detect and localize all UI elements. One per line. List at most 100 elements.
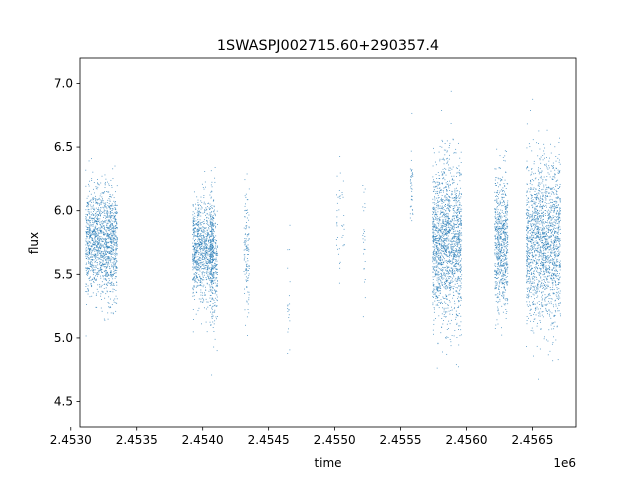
data-point — [91, 249, 93, 251]
data-point — [92, 231, 93, 233]
data-point — [441, 245, 443, 247]
data-point — [100, 256, 102, 258]
data-point — [213, 231, 215, 233]
data-point — [444, 218, 446, 220]
data-point — [97, 234, 99, 236]
data-point — [438, 307, 440, 309]
data-point — [88, 225, 90, 227]
data-point — [192, 229, 194, 231]
data-point — [107, 256, 109, 258]
data-point — [496, 228, 498, 230]
data-point — [199, 275, 201, 277]
data-point — [448, 328, 450, 329]
data-point — [504, 191, 505, 193]
data-point — [502, 265, 504, 267]
data-point — [212, 275, 214, 277]
data-point — [245, 261, 247, 263]
data-point — [439, 242, 440, 244]
data-point — [106, 280, 108, 281]
data-point — [432, 191, 434, 192]
data-point — [498, 253, 500, 255]
data-point — [105, 206, 107, 208]
data-point — [339, 263, 340, 265]
data-point — [437, 204, 439, 206]
data-point — [495, 288, 497, 290]
data-point — [116, 302, 118, 304]
data-point — [203, 222, 205, 224]
data-point — [109, 219, 111, 221]
data-point — [203, 188, 205, 190]
data-point — [111, 275, 113, 277]
data-point — [460, 315, 462, 317]
data-point — [102, 251, 104, 253]
data-point — [207, 262, 209, 264]
data-point — [411, 170, 412, 172]
data-point — [447, 220, 449, 222]
data-point — [446, 217, 448, 219]
data-point — [449, 196, 451, 198]
data-point — [440, 260, 442, 262]
data-point — [210, 215, 212, 217]
data-point — [94, 241, 96, 243]
data-point — [95, 241, 96, 242]
data-point — [100, 264, 102, 266]
data-point — [97, 258, 99, 260]
data-point — [456, 224, 457, 226]
data-point — [439, 235, 441, 237]
data-point — [197, 243, 199, 245]
data-point — [245, 196, 247, 198]
data-point — [209, 245, 211, 247]
data-point — [364, 207, 366, 208]
data-point — [495, 168, 497, 170]
data-point — [202, 279, 204, 281]
data-point — [458, 255, 460, 257]
data-point — [112, 257, 114, 258]
data-point — [210, 197, 212, 199]
data-point — [244, 244, 246, 246]
data-point — [362, 185, 364, 186]
data-point — [99, 261, 101, 263]
data-point — [211, 240, 213, 241]
data-point — [105, 266, 107, 268]
data-point — [499, 155, 501, 157]
data-point — [411, 184, 413, 186]
data-point — [458, 197, 460, 199]
data-point — [457, 214, 459, 216]
data-point — [89, 218, 91, 220]
data-point — [95, 215, 97, 216]
data-point — [215, 257, 217, 259]
data-point — [104, 187, 106, 188]
data-point — [449, 196, 450, 198]
data-point — [498, 258, 499, 259]
data-point — [216, 210, 218, 212]
data-point — [94, 221, 96, 223]
data-point — [440, 243, 442, 245]
data-point — [505, 232, 507, 234]
data-point — [456, 259, 458, 261]
data-point — [203, 226, 204, 228]
data-point — [454, 270, 455, 272]
data-point — [198, 284, 200, 286]
data-point — [87, 195, 89, 197]
data-point — [212, 311, 214, 313]
data-point — [449, 290, 451, 292]
data-point — [201, 201, 203, 203]
data-point — [500, 250, 502, 252]
data-point — [114, 237, 115, 239]
data-point — [88, 220, 90, 221]
data-point — [497, 244, 499, 246]
data-point — [203, 223, 205, 225]
data-point — [209, 279, 211, 281]
data-point — [90, 256, 91, 258]
data-point — [100, 246, 102, 248]
data-point — [453, 266, 455, 267]
data-point — [88, 203, 90, 205]
data-point — [198, 244, 200, 246]
data-point — [210, 273, 212, 275]
data-point — [455, 211, 457, 213]
data-point — [209, 235, 211, 237]
data-point — [458, 195, 459, 197]
data-point — [202, 264, 204, 265]
data-point — [112, 233, 114, 235]
data-point — [93, 247, 95, 248]
